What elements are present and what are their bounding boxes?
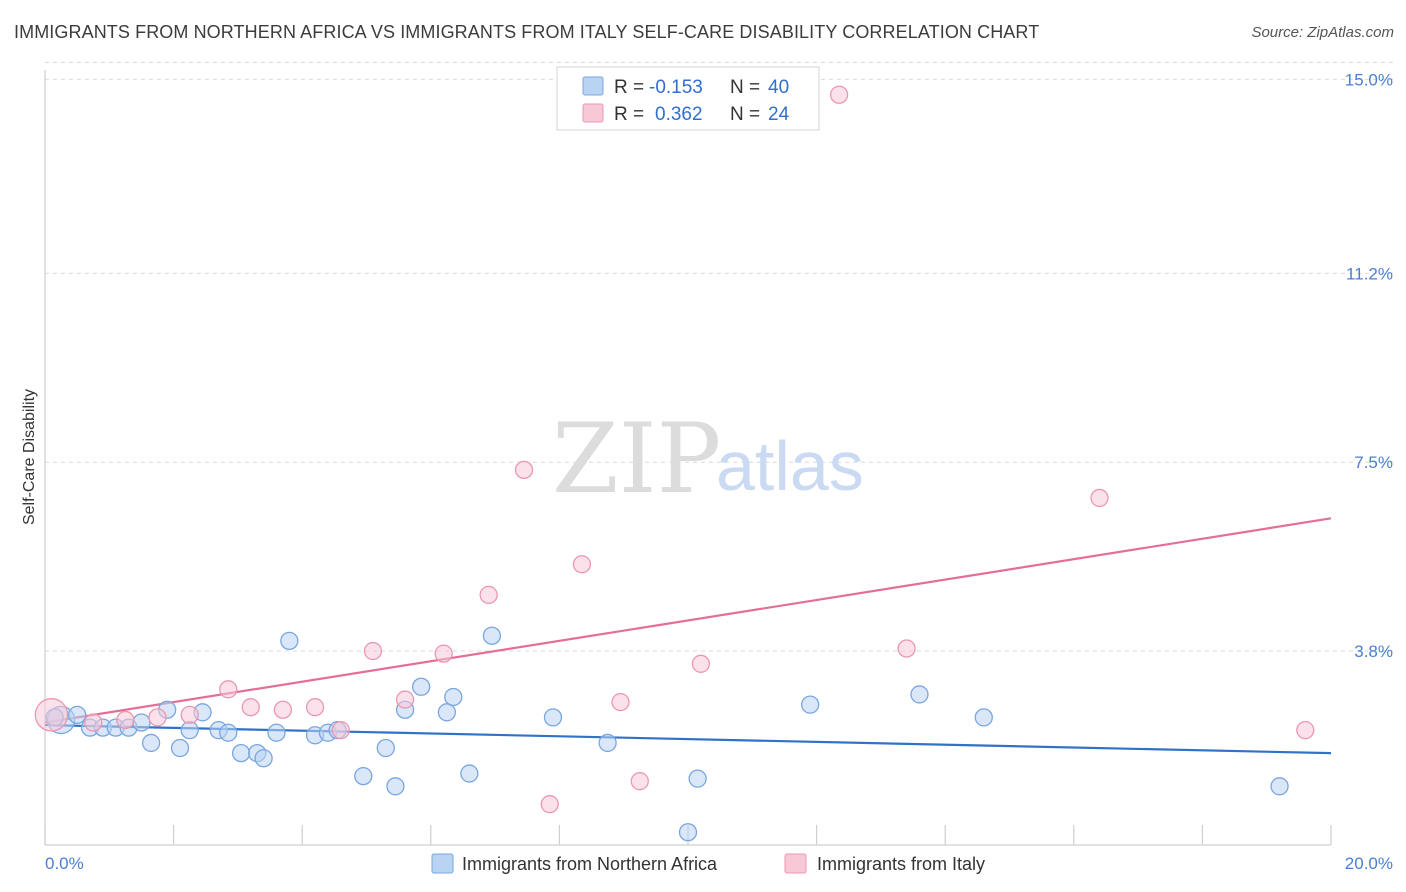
point-northern-africa-26 [412, 677, 431, 696]
point-italy-16 [572, 555, 592, 574]
y-tick-label-2: 11.2% [1346, 264, 1393, 283]
point-northern-africa-7 [141, 733, 161, 753]
point-italy-20 [829, 85, 849, 104]
point-italy-9 [331, 721, 350, 740]
point-northern-africa-27 [437, 703, 457, 722]
stat-n-label-2: N = [730, 104, 760, 125]
point-italy-21 [897, 639, 916, 658]
point-northern-africa-1 [68, 705, 87, 725]
watermark: ZIP atlas [552, 403, 864, 515]
stat-r-label-1: R = [614, 77, 644, 98]
point-italy-2 [116, 710, 135, 730]
stats-swatch-blue [582, 76, 604, 96]
y-tick-label-1: 7.5% [1354, 453, 1393, 472]
point-italy-19 [691, 654, 711, 673]
point-northern-africa-23 [376, 738, 395, 758]
point-italy-22 [1090, 488, 1109, 508]
point-italy-12 [434, 644, 453, 663]
point-northern-africa-29 [460, 764, 479, 783]
point-italy-3 [148, 708, 167, 727]
point-northern-africa-9 [170, 738, 190, 758]
trend-line-italy [44, 517, 1332, 724]
stats-box: R = -0.153 N = 40 R = 0.362 N = 24 [556, 66, 820, 131]
point-italy-13 [479, 585, 498, 605]
point-italy-17 [611, 692, 630, 712]
point-italy-15 [540, 795, 559, 814]
trend-line-northern-africa [44, 723, 1332, 755]
point-northern-africa-33 [678, 823, 698, 842]
point-northern-africa-10 [180, 721, 199, 740]
point-northern-africa-18 [280, 631, 299, 650]
x-tick-label-max: 20.0% [1345, 854, 1393, 873]
watermark-zip: ZIP [552, 403, 721, 515]
y-tick-label-3: 15.0% [1345, 70, 1393, 89]
stat-n-value-1: 40 [768, 77, 789, 98]
stat-r-value-1: -0.153 [649, 77, 703, 98]
point-northern-africa-24 [386, 777, 405, 796]
stat-n-label-1: N = [730, 77, 760, 98]
point-northern-africa-6 [132, 713, 151, 732]
chart-title: IMMIGRANTS FROM NORTHERN AFRICA VS IMMIG… [14, 22, 1040, 42]
point-italy-23 [1296, 721, 1315, 740]
stat-r-value-2: 0.362 [655, 104, 703, 125]
watermark-atlas: atlas [716, 427, 864, 505]
point-northern-africa-36 [910, 685, 929, 704]
legend-label-northern-africa: Immigrants from Northern Africa [462, 854, 718, 874]
legend-swatch-blue [431, 853, 454, 874]
stat-n-value-2: 24 [768, 104, 790, 125]
legend: Immigrants from Northern Africa Immigran… [431, 853, 985, 874]
point-italy-1 [84, 713, 103, 732]
point-northern-africa-22 [354, 766, 373, 786]
source-label: Source: ZipAtlas.com [1251, 24, 1394, 41]
stats-swatch-pink [582, 103, 604, 123]
data-points [34, 85, 1315, 842]
point-northern-africa-32 [598, 733, 617, 753]
stat-r-label-2: R = [614, 104, 644, 125]
x-tick-label-min: 0.0% [45, 854, 84, 873]
point-northern-africa-16 [254, 749, 273, 768]
point-italy-6 [241, 698, 260, 717]
point-italy-10 [363, 641, 383, 661]
point-italy-0 [34, 698, 69, 732]
point-northern-africa-34 [688, 769, 707, 788]
gridlines [45, 61, 1393, 652]
y-axis-label: Self-Care Disability [21, 389, 38, 525]
point-northern-africa-14 [231, 743, 251, 763]
point-italy-5 [219, 680, 238, 699]
point-northern-africa-31 [543, 708, 563, 727]
point-northern-africa-28 [444, 687, 463, 707]
legend-swatch-pink [784, 853, 807, 874]
trend-lines [44, 517, 1332, 755]
point-italy-11 [395, 690, 415, 709]
x-ticks [44, 825, 1332, 845]
point-italy-8 [305, 698, 325, 717]
point-northern-africa-38 [1270, 777, 1289, 796]
point-italy-14 [514, 460, 534, 480]
legend-label-italy: Immigrants from Italy [817, 854, 985, 874]
point-northern-africa-17 [267, 723, 286, 742]
point-northern-africa-30 [482, 626, 502, 645]
point-italy-18 [630, 772, 649, 791]
point-northern-africa-35 [801, 695, 820, 714]
point-italy-7 [273, 700, 293, 719]
y-tick-labels: 3.8% 7.5% 11.2% 15.0% [1345, 70, 1393, 661]
point-italy-4 [180, 705, 199, 725]
point-northern-africa-13 [219, 723, 238, 742]
point-northern-africa-37 [974, 708, 993, 727]
y-tick-label-0: 3.8% [1354, 642, 1393, 661]
